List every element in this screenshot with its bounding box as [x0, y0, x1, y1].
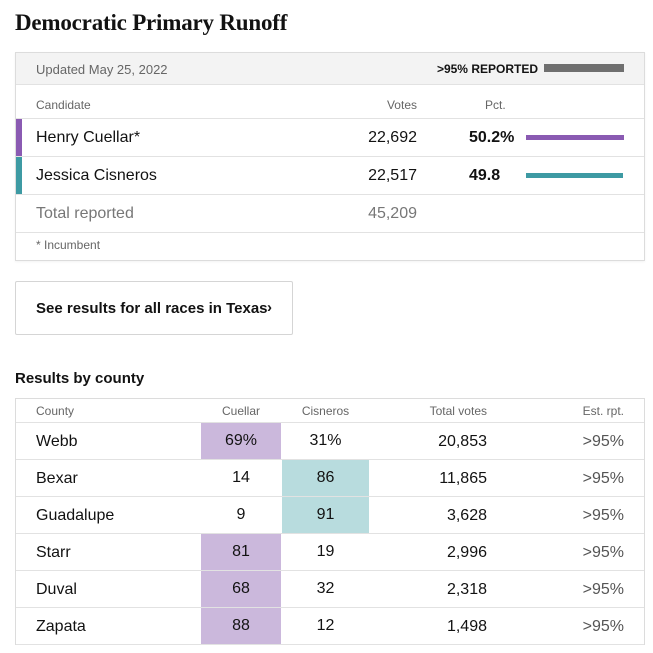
county-section-title: Results by county — [15, 370, 145, 387]
total-label: Total reported — [36, 205, 134, 222]
cuellar-pct-cell: 14 — [232, 469, 250, 486]
candidate-name: Jessica Cisneros — [36, 167, 157, 184]
candidate-row: Jessica Cisneros 22,517 49.8 — [16, 157, 644, 195]
total-votes: 45,209 — [368, 205, 417, 222]
cisneros-pct-cell: 19 — [316, 543, 335, 560]
cuellar-pct-cell: 69% — [201, 423, 281, 459]
county-results-table: County Cuellar Cisneros Total votes Est.… — [15, 398, 645, 645]
county-name: Guadalupe — [36, 507, 115, 524]
cisneros-pct-cell: 32 — [316, 580, 335, 597]
results-header: Updated May 25, 2022 >95% REPORTED — [16, 53, 644, 85]
total-reported-row: Total reported 45,209 — [16, 195, 644, 233]
est-rpt-cell: >95% — [582, 618, 624, 635]
total-votes-cell: 2,996 — [446, 544, 487, 561]
table-row: Duval 68 32 2,318 >95% — [16, 571, 644, 608]
total-votes-cell: 1,498 — [446, 618, 487, 635]
total-votes-cell: 20,853 — [438, 433, 487, 450]
column-cisneros: Cisneros — [301, 404, 350, 418]
cisneros-pct-cell: 31% — [309, 432, 342, 449]
incumbent-footnote: * Incumbent — [36, 238, 101, 252]
page-title: Democratic Primary Runoff — [15, 10, 288, 35]
cisneros-pct-cell: 91 — [282, 497, 369, 533]
cisneros-pct-cell: 12 — [316, 617, 335, 634]
county-name: Duval — [36, 581, 77, 598]
reported-status: >95% REPORTED — [436, 62, 538, 76]
candidate-votes: 22,692 — [368, 129, 417, 146]
cuellar-pct-cell: 88 — [201, 608, 281, 644]
est-rpt-cell: >95% — [582, 470, 624, 487]
column-county: County — [36, 404, 75, 418]
see-all-races-button[interactable]: See results for all races in Texas › — [15, 281, 293, 335]
total-votes-cell: 2,318 — [446, 581, 487, 598]
updated-timestamp: Updated May 25, 2022 — [36, 62, 168, 77]
column-pct: Pct. — [485, 98, 506, 112]
candidate-name: Henry Cuellar* — [36, 129, 141, 146]
county-name: Zapata — [36, 618, 86, 635]
cuellar-pct-cell: 68 — [201, 571, 281, 607]
chevron-right-icon: › — [267, 299, 272, 316]
county-table-header: County Cuellar Cisneros Total votes Est.… — [16, 399, 644, 423]
total-votes-cell: 11,865 — [439, 470, 487, 487]
table-row: Bexar 14 86 11,865 >95% — [16, 460, 644, 497]
table-row: Starr 81 19 2,996 >95% — [16, 534, 644, 571]
est-rpt-cell: >95% — [582, 544, 624, 561]
column-votes: Votes — [386, 98, 417, 112]
est-rpt-cell: >95% — [582, 433, 624, 450]
county-name: Bexar — [36, 470, 78, 487]
est-rpt-cell: >95% — [582, 581, 624, 598]
candidate-row: Henry Cuellar* 22,692 50.2% — [16, 119, 644, 157]
table-row: Zapata 88 12 1,498 >95% — [16, 608, 644, 645]
candidate-pct-bar — [526, 135, 624, 140]
cisneros-pct-cell: 86 — [282, 460, 369, 496]
candidate-pct-bar — [526, 173, 623, 178]
results-summary-box: Updated May 25, 2022 >95% REPORTED Candi… — [15, 52, 645, 261]
column-cuellar: Cuellar — [221, 404, 260, 418]
column-total-votes: Total votes — [429, 404, 487, 418]
candidate-color-swatch — [16, 119, 22, 156]
est-rpt-cell: >95% — [582, 507, 624, 524]
see-all-races-label: See results for all races in Texas — [36, 300, 268, 317]
table-row: Webb 69% 31% 20,853 >95% — [16, 423, 644, 460]
candidate-pct: 49.8 — [469, 167, 501, 184]
column-candidate: Candidate — [36, 98, 91, 112]
results-column-header: Candidate Votes Pct. — [16, 85, 644, 119]
county-name: Webb — [36, 433, 78, 450]
cuellar-pct-cell: 9 — [236, 506, 246, 523]
candidate-color-swatch — [16, 157, 22, 194]
table-row: Guadalupe 9 91 3,628 >95% — [16, 497, 644, 534]
county-name: Starr — [36, 544, 71, 561]
reported-progress-bar — [544, 64, 624, 72]
candidate-pct: 50.2% — [469, 129, 515, 146]
column-est-rpt: Est. rpt. — [582, 404, 624, 418]
total-votes-cell: 3,628 — [446, 507, 487, 524]
candidate-votes: 22,517 — [368, 167, 417, 184]
cuellar-pct-cell: 81 — [201, 534, 281, 570]
